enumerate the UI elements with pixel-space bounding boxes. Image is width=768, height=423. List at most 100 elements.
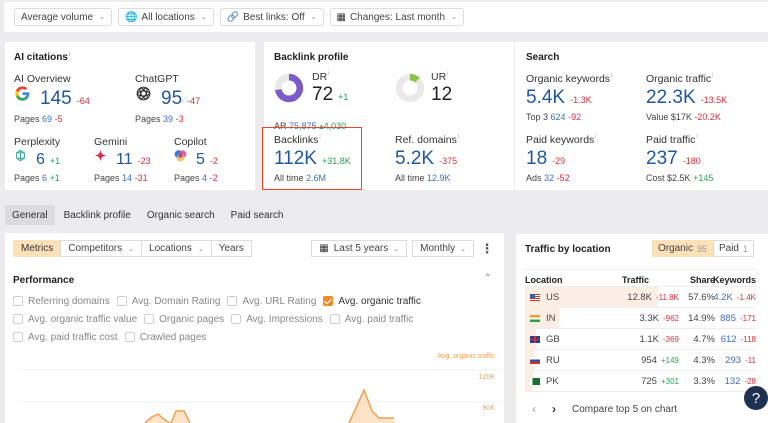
more-options-icon[interactable]: ⋮ [480,240,494,256]
paid-traffic-delta: -180 [682,156,701,166]
performance-title: Performance [13,275,75,286]
traffic-value: 12.8K [627,291,653,303]
paid-toggle[interactable]: Paid 1 [712,240,754,257]
share-bar [525,287,659,307]
ads-value: 32 [544,173,555,183]
checkbox-avg-url-rating[interactable]: Avg. URL Rating [227,295,316,307]
checkbox-crawled-pages[interactable]: Crawled pages [124,331,206,343]
ref-domains-metric[interactable]: Ref. domainsi 5.2K -375 All time 12.9K [395,134,459,183]
dr-label: DRi [312,71,330,83]
share-value: 4.7% [693,333,715,345]
calendar-icon: ▦ [319,243,329,254]
traffic-chart[interactable]: Avg. organic traffic 120K 90K [5,347,504,423]
ads-label: Ads [526,173,542,183]
years-segment[interactable]: Years [210,240,252,257]
tab-organic-search[interactable]: Organic search [146,209,215,221]
organic-keywords-delta: -1.3K [570,95,592,105]
locations-segment[interactable]: Locations ⌄ [141,240,212,257]
info-icon: i [68,52,71,58]
next-page-icon[interactable]: › [552,402,556,416]
metric-value: 145 [40,88,72,109]
chevron-down-icon: ⌄ [99,14,105,21]
changes-dropdown[interactable]: ▦ Changes: Last month ⌄ [329,8,464,26]
organic-keywords-metric[interactable]: Organic keywordsi 5.4K -1.3K Top 3 624 -9… [526,73,612,122]
keywords-delta: -1.4K [736,292,756,302]
column-location[interactable]: Location [525,275,563,285]
traffic-delta: -962 [662,313,679,323]
gemini-metric[interactable]: Gemini 11 -23 Pages 14 -31 [94,136,151,183]
column-share[interactable]: Share [689,275,715,285]
backlinks-metric[interactable]: Backlinksi 112K +31.8K All time 2.6M [274,134,351,183]
help-button[interactable]: ? [744,386,768,410]
traffic-delta: -11.8K [656,292,679,302]
metric-value: 6 [36,151,45,168]
checkbox-avg-organic-traffic[interactable]: Avg. organic traffic [323,295,421,307]
cost-value: $2.5K [667,173,691,183]
value-delta: -20.2K [694,112,721,122]
paid-traffic-metric[interactable]: Paid traffici 237 -180 Cost $2.5K +145 [646,134,713,183]
traffic-value: 954 [641,354,657,366]
pages-label: Pages [135,114,161,124]
copilot-metric[interactable]: Copilot 5 -2 Pages 4 -2 [174,136,218,183]
competitors-segment[interactable]: Competitors ⌄ [60,240,143,257]
all-time-label: All time [274,173,304,183]
volume-dropdown[interactable]: Average volume ⌄ [14,8,112,26]
country-code: RU [546,354,560,366]
ai-overview-metric[interactable]: AI Overview 145 -64 Pages 69 -5 [14,73,90,124]
checkbox-avg-impressions[interactable]: Avg. Impressions [231,313,323,325]
keywords-delta: -11 [745,355,756,365]
traffic-delta: +301 [660,376,679,386]
column-traffic[interactable]: Traffic [622,275,650,285]
value-label: Value [646,112,669,122]
table-row-us[interactable]: US 12.8K -11.8K 57.6% 4.2K -1.4K [525,286,756,307]
checkbox-avg-paid-traffic-cost[interactable]: Avg. paid traffic cost [13,331,118,343]
metric-checkboxes: Referring domains Avg. Domain Rating Avg… [13,295,498,343]
dr-value: 72 [312,84,334,105]
paid-keywords-metric[interactable]: Paid keywordsi 18 -29 Ads 32 -52 [526,134,597,183]
interval-dropdown[interactable]: Monthly ⌄ [412,240,474,257]
locations-label: All locations [141,11,195,23]
traffic-value: 3.3K [639,312,659,324]
compare-top5-link[interactable]: Compare top 5 on chart [572,403,678,415]
tab-backlink-profile[interactable]: Backlink profile [63,209,131,221]
organic-toggle[interactable]: Organic 95 [651,240,713,257]
chatgpt-metric[interactable]: ChatGPT 95 -47 Pages 39 -3 [135,73,200,124]
column-keywords[interactable]: Keywords [712,275,756,285]
checkbox-avg-paid-traffic[interactable]: Avg. paid traffic [329,313,413,325]
chevron-down-icon: ⌄ [128,245,135,253]
tab-paid-search[interactable]: Paid search [230,209,284,221]
chevron-up-icon[interactable]: ⌃ [483,273,492,284]
period-dropdown[interactable]: ▦ Last 5 years ⌄ [311,240,408,257]
checkbox-referring-domains[interactable]: Referring domains [13,295,110,307]
metric-delta: -23 [137,156,151,166]
share-value: 3.3% [693,375,715,387]
country-code: IN [546,312,556,324]
checkbox-avg-domain-rating[interactable]: Avg. Domain Rating [116,295,220,307]
perplexity-metric[interactable]: Perplexity 6 +1 Pages 6 +1 [14,136,60,183]
ur-label: URi [431,71,449,83]
table-row-ru[interactable]: RU 954 +149 4.3% 293 -11 [525,349,756,370]
checkbox-avg-organic-traffic-value[interactable]: Avg. organic traffic value [13,313,137,325]
section-tabs: General Backlink profile Organic search … [5,205,290,225]
table-row-in[interactable]: IN 3.3K -962 14.9% 885 -171 [525,307,756,328]
table-row-gb[interactable]: GB 1.1K -369 4.7% 612 -118 [525,328,756,349]
tab-general[interactable]: General [5,205,55,225]
prev-page-icon[interactable]: ‹ [532,402,536,416]
flag-gb-icon [530,335,540,343]
metrics-segment[interactable]: Metrics [13,240,62,257]
keywords-value: 132 [724,375,741,387]
metric-delta: -47 [187,96,201,106]
checkbox-organic-pages[interactable]: Organic pages [144,313,224,325]
chevron-down-icon: ⌄ [200,14,207,21]
share-value: 57.6% [688,291,715,303]
paid-traffic-value: 237 [646,148,678,169]
ar-value: 75,875 [289,121,317,131]
best-links-dropdown[interactable]: 🔗 Best links: Off ⌄ [219,8,324,26]
organic-traffic-metric[interactable]: Organic traffici 22.3K -13.5K Value $17K … [646,73,727,122]
filter-bar: Average volume ⌄ 🌐 All locations ⌄ 🔗 Best li… [4,2,768,32]
table-row-pk[interactable]: PK 725 +301 3.3% 132 -28 [525,370,756,391]
flag-us-icon [530,293,540,301]
locations-dropdown[interactable]: 🌐 All locations ⌄ [117,8,214,26]
backlinks-value: 112K [274,148,317,169]
copilot-icon [174,150,187,162]
